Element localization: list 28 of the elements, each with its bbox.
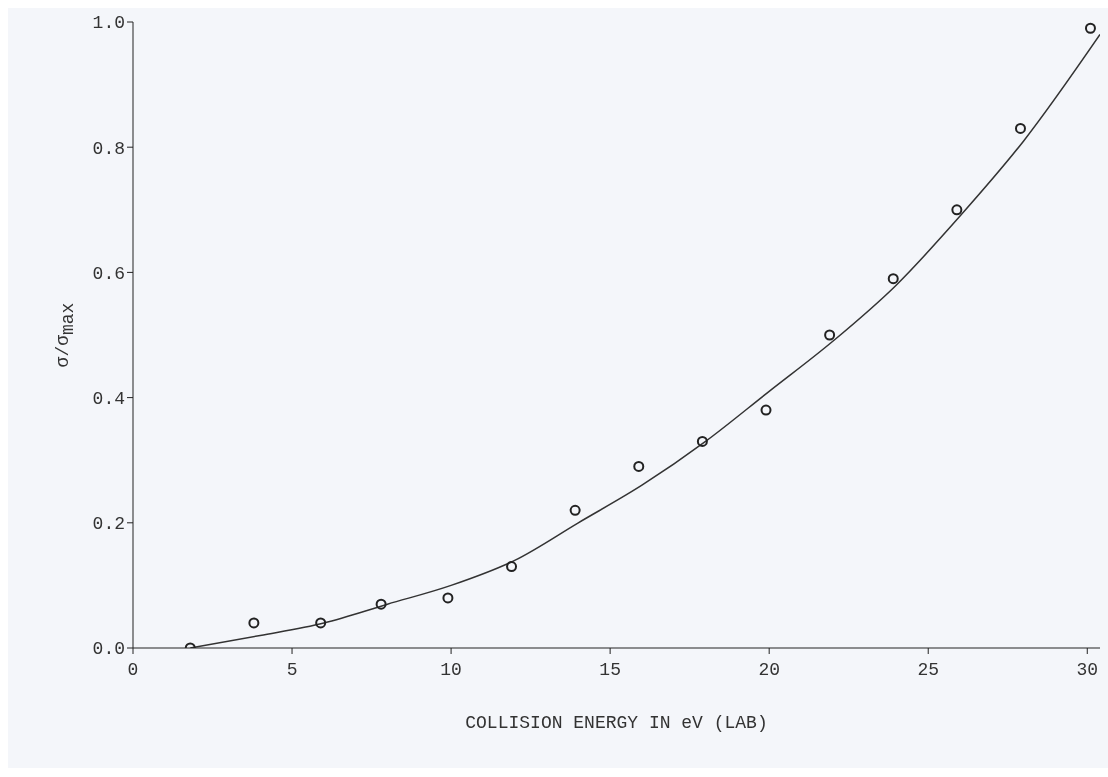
point: [760, 404, 772, 416]
point: [248, 617, 260, 629]
y-tick-label: 0.0: [92, 639, 125, 660]
y-tick-label: 0.6: [92, 263, 125, 284]
x-tick-label: 10: [440, 659, 462, 680]
x-tick-label: 0: [127, 659, 139, 680]
x-tick-label: 30: [1076, 659, 1099, 680]
point: [506, 561, 518, 573]
point: [1014, 122, 1026, 134]
x-tick-label: 20: [758, 659, 780, 680]
x-axis-title: COLLISION ENERGY IN eV (LAB): [465, 713, 768, 733]
x-tick-label: 5: [286, 659, 298, 680]
y-tick-label: 0.8: [92, 138, 125, 159]
point: [315, 617, 327, 629]
y-tick-label: 0.4: [92, 388, 125, 409]
point: [696, 435, 708, 447]
x-tick-label: 15: [599, 659, 621, 680]
y-tick-label: 1.0: [92, 13, 125, 34]
point: [1084, 22, 1096, 34]
y-tick-label: 0.2: [92, 514, 125, 535]
point: [887, 273, 899, 285]
point: [633, 460, 645, 472]
x-tick-label: 25: [917, 659, 940, 680]
point: [442, 592, 454, 604]
point: [951, 204, 963, 216]
point: [824, 329, 836, 341]
point: [375, 598, 387, 610]
point: [569, 504, 581, 516]
